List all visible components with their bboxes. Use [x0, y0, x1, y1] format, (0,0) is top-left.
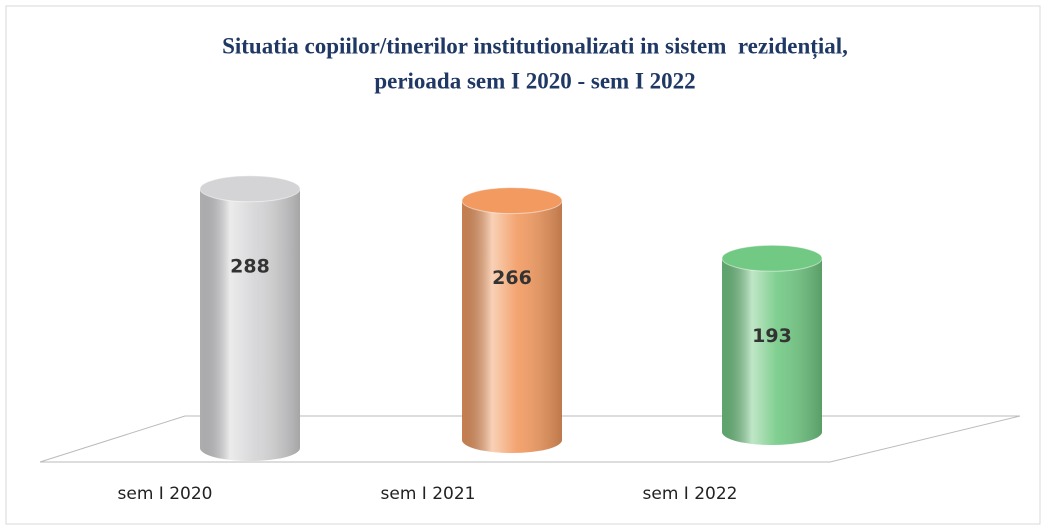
bar	[199, 175, 301, 461]
x-tick-label: sem I 2022	[643, 484, 738, 504]
bar-top	[461, 187, 563, 215]
chart-title: Situatia copiilor/tinerilor institutiona…	[222, 33, 848, 59]
bar-top	[721, 244, 823, 272]
bar-shading	[462, 200, 562, 440]
bar-shading	[722, 258, 822, 432]
data-label: 288	[230, 255, 270, 277]
x-tick-label: sem I 2020	[118, 484, 213, 504]
chart-title: perioada sem I 2020 - sem I 2022	[374, 68, 695, 93]
frame	[5, 5, 1041, 525]
data-label: 266	[492, 267, 532, 289]
bar	[461, 187, 563, 453]
x-tick-label: sem I 2021	[381, 484, 476, 504]
bar-top	[199, 175, 301, 203]
data-label: 193	[752, 325, 792, 347]
bar	[721, 244, 823, 445]
bar-shading	[200, 188, 300, 449]
